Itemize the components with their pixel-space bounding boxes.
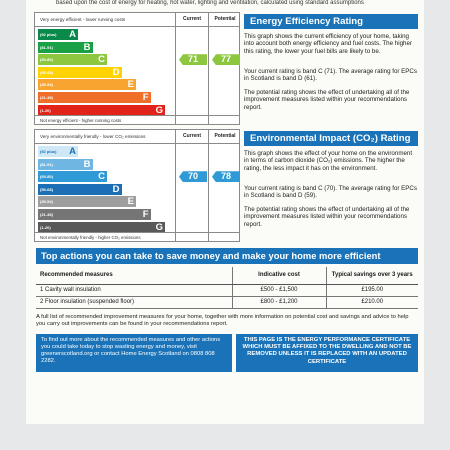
impact-band-c: (69-80) C (38, 171, 107, 183)
top-actions-title: Top actions you can take to save money a… (36, 248, 418, 264)
impact-band-range: (21-38) (40, 212, 53, 217)
impact-band-letter: B (83, 158, 91, 170)
impact-chart-top-label: Very environmentally friendly - lower CO… (40, 134, 146, 139)
impact-band-range: (39-54) (40, 199, 53, 205)
measures-table: Recommended measures Indicative cost Typ… (36, 267, 418, 309)
energy-rating-p3: The potential rating shows the effect of… (244, 89, 410, 111)
impact-current-arrow: 70 (179, 171, 207, 183)
help-box: To find out more about the recommended m… (36, 334, 232, 372)
environmental-impact-p1: This graph shows the effect of your home… (244, 150, 413, 172)
measure-cost: £500 - £1,500 (231, 284, 326, 297)
environmental-impact-title: Environmental Impact (CO₂) Rating (244, 131, 418, 146)
impact-band-letter: F (142, 209, 149, 220)
energy-current-arrow: 71 (179, 54, 207, 66)
energy-band-range: (69-80) (40, 57, 53, 63)
energy-band-a: (92 plus) A (38, 29, 78, 40)
energy-band-d: (55-68) D (38, 66, 122, 78)
table-row: 2 Floor insulation (suspended floor) £80… (36, 296, 418, 309)
impact-chart-bottom-label: Not environmentally friendly - higher CO… (35, 232, 239, 241)
energy-band-range: (21-38) (40, 95, 53, 100)
energy-col-current: Current (175, 13, 208, 26)
measure-savings: £210.00 (325, 296, 418, 309)
measure-name: 1 Cavity wall insulation (36, 284, 232, 297)
energy-band-c: (69-80) C (38, 54, 107, 66)
energy-band-letter: E (127, 79, 134, 91)
energy-band-letter: F (142, 92, 149, 103)
energy-rating-title: Energy Efficiency Rating (244, 14, 418, 29)
epc-page: based upon the cost of energy for heatin… (26, 0, 424, 424)
energy-efficiency-chart: Very energy efficient - lower running co… (34, 12, 240, 125)
energy-band-f: (21-38) F (38, 92, 151, 103)
impact-band-b: (81-91) B (38, 158, 93, 170)
energy-potential-arrow: 77 (212, 54, 240, 66)
energy-rating-p2: Your current rating is band C (71). The … (244, 68, 417, 83)
energy-band-b: (81-91) B (38, 41, 93, 53)
energy-band-letter: C (98, 54, 105, 66)
energy-band-range: (39-54) (40, 82, 53, 88)
energy-band-e: (39-54) E (38, 79, 136, 91)
col-savings: Typical savings over 3 years (325, 267, 418, 285)
table-header-row: Recommended measures Indicative cost Typ… (36, 267, 418, 285)
energy-rating-p1: This graph shows the current efficiency … (244, 33, 412, 55)
measure-name: 2 Floor insulation (suspended floor) (36, 296, 232, 309)
intro-text: based upon the cost of energy for heatin… (56, 0, 364, 6)
col-cost: Indicative cost (231, 267, 326, 285)
measure-cost: £800 - £1,200 (231, 296, 326, 309)
impact-col-current: Current (175, 130, 208, 143)
energy-band-range: (55-68) (40, 69, 53, 75)
impact-band-letter: E (127, 196, 134, 208)
impact-band-letter: D (112, 183, 120, 195)
table-row: 1 Cavity wall insulation £500 - £1,500 £… (36, 284, 418, 297)
energy-col-potential: Potential (208, 13, 241, 26)
impact-band-range: (69-80) (40, 174, 53, 180)
impact-band-range: (1-20) (40, 224, 51, 230)
energy-band-letter: B (83, 41, 91, 53)
environmental-impact-chart: Very environmentally friendly - lower CO… (34, 129, 240, 242)
impact-band-d: (55-68) D (38, 183, 122, 195)
col-measures: Recommended measures (36, 267, 232, 285)
impact-band-letter: A (69, 146, 76, 157)
energy-chart-top-label: Very energy efficient - lower running co… (40, 17, 126, 22)
certificate-notice-box: THIS PAGE IS THE ENERGY PERFORMANCE CERT… (236, 334, 418, 372)
environmental-impact-p2: Your current rating is band C (70). The … (244, 185, 417, 200)
impact-band-e: (39-54) E (38, 196, 136, 208)
impact-band-letter: G (155, 221, 163, 233)
measure-savings: £195.00 (325, 284, 418, 297)
impact-band-range: (55-68) (40, 186, 53, 192)
energy-band-g: (1-20) G (38, 104, 165, 116)
energy-band-range: (1-20) (40, 107, 51, 113)
impact-band-a: (92 plus) A (38, 146, 78, 157)
energy-band-letter: A (69, 29, 76, 40)
energy-chart-bottom-label: Not energy efficient - higher running co… (35, 115, 239, 124)
energy-band-letter: G (155, 104, 163, 116)
energy-band-range: (81-91) (40, 44, 53, 50)
impact-col-potential: Potential (208, 130, 241, 143)
impact-band-f: (21-38) F (38, 209, 151, 220)
impact-band-range: (92 plus) (40, 149, 57, 154)
impact-band-range: (81-91) (40, 161, 53, 167)
impact-band-g: (1-20) G (38, 221, 165, 233)
energy-band-range: (92 plus) (40, 32, 57, 37)
environmental-impact-p3: The potential rating shows the effect of… (244, 206, 410, 228)
energy-band-letter: D (112, 66, 120, 78)
impact-potential-arrow: 78 (212, 171, 240, 183)
impact-band-letter: C (98, 171, 105, 183)
recommendations-note: A full list of recommended improvement m… (36, 314, 409, 327)
